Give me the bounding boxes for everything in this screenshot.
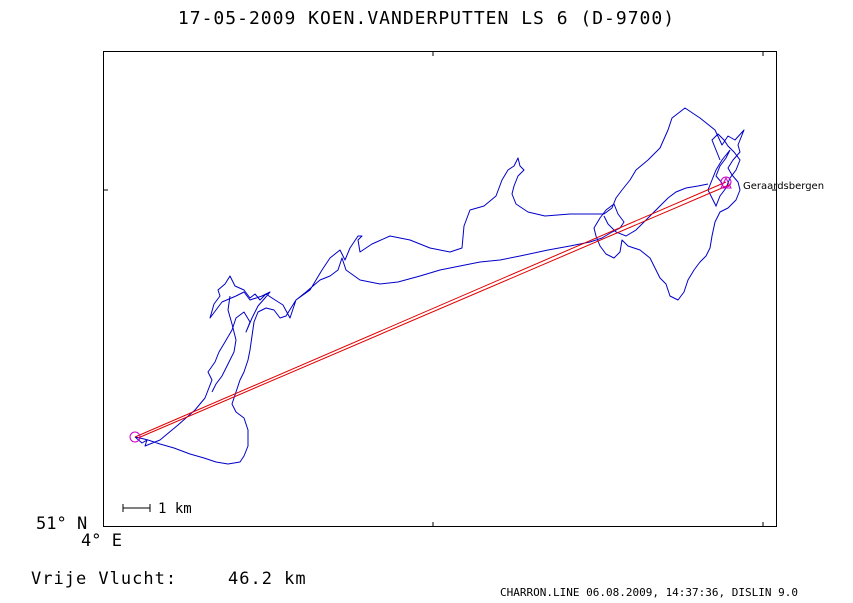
task-line	[134, 181, 730, 439]
turnpoint-marker-icon	[720, 176, 732, 189]
chart-title: 17-05-2009 KOEN.VANDERPUTTEN LS 6 (D-970…	[177, 8, 676, 29]
place-label: Geraardsbergen	[743, 181, 824, 192]
flight-track	[134, 107, 745, 465]
longitude-label: 4° E	[81, 531, 122, 551]
latitude-label: 51° N	[36, 514, 88, 534]
flight-distance-label: Vrije Vlucht:	[31, 569, 178, 589]
footer-info: CHARRON.LINE 06.08.2009, 14:37:36, DISLI…	[500, 586, 799, 599]
scale-label: 1 km	[158, 501, 192, 517]
flight-track-detail	[707, 133, 741, 208]
frame-ticks	[103, 51, 777, 527]
map-frame	[103, 51, 777, 527]
flight-track-detail	[211, 295, 237, 393]
scale-bar	[122, 504, 151, 512]
flight-distance-value: 46.2 km	[228, 569, 307, 589]
start-waypoint-marker	[129, 431, 141, 443]
